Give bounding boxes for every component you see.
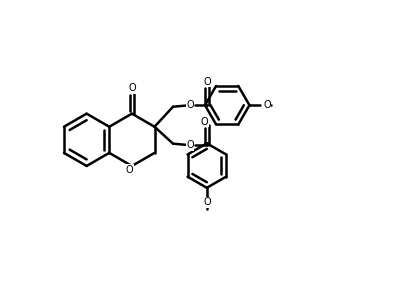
Text: O: O [186,100,194,110]
Text: O: O [186,140,194,150]
Text: O: O [203,197,211,207]
Text: O: O [126,165,133,175]
Text: O: O [201,117,208,127]
Text: O: O [263,100,271,110]
Text: O: O [128,83,136,94]
Text: O: O [203,76,211,86]
